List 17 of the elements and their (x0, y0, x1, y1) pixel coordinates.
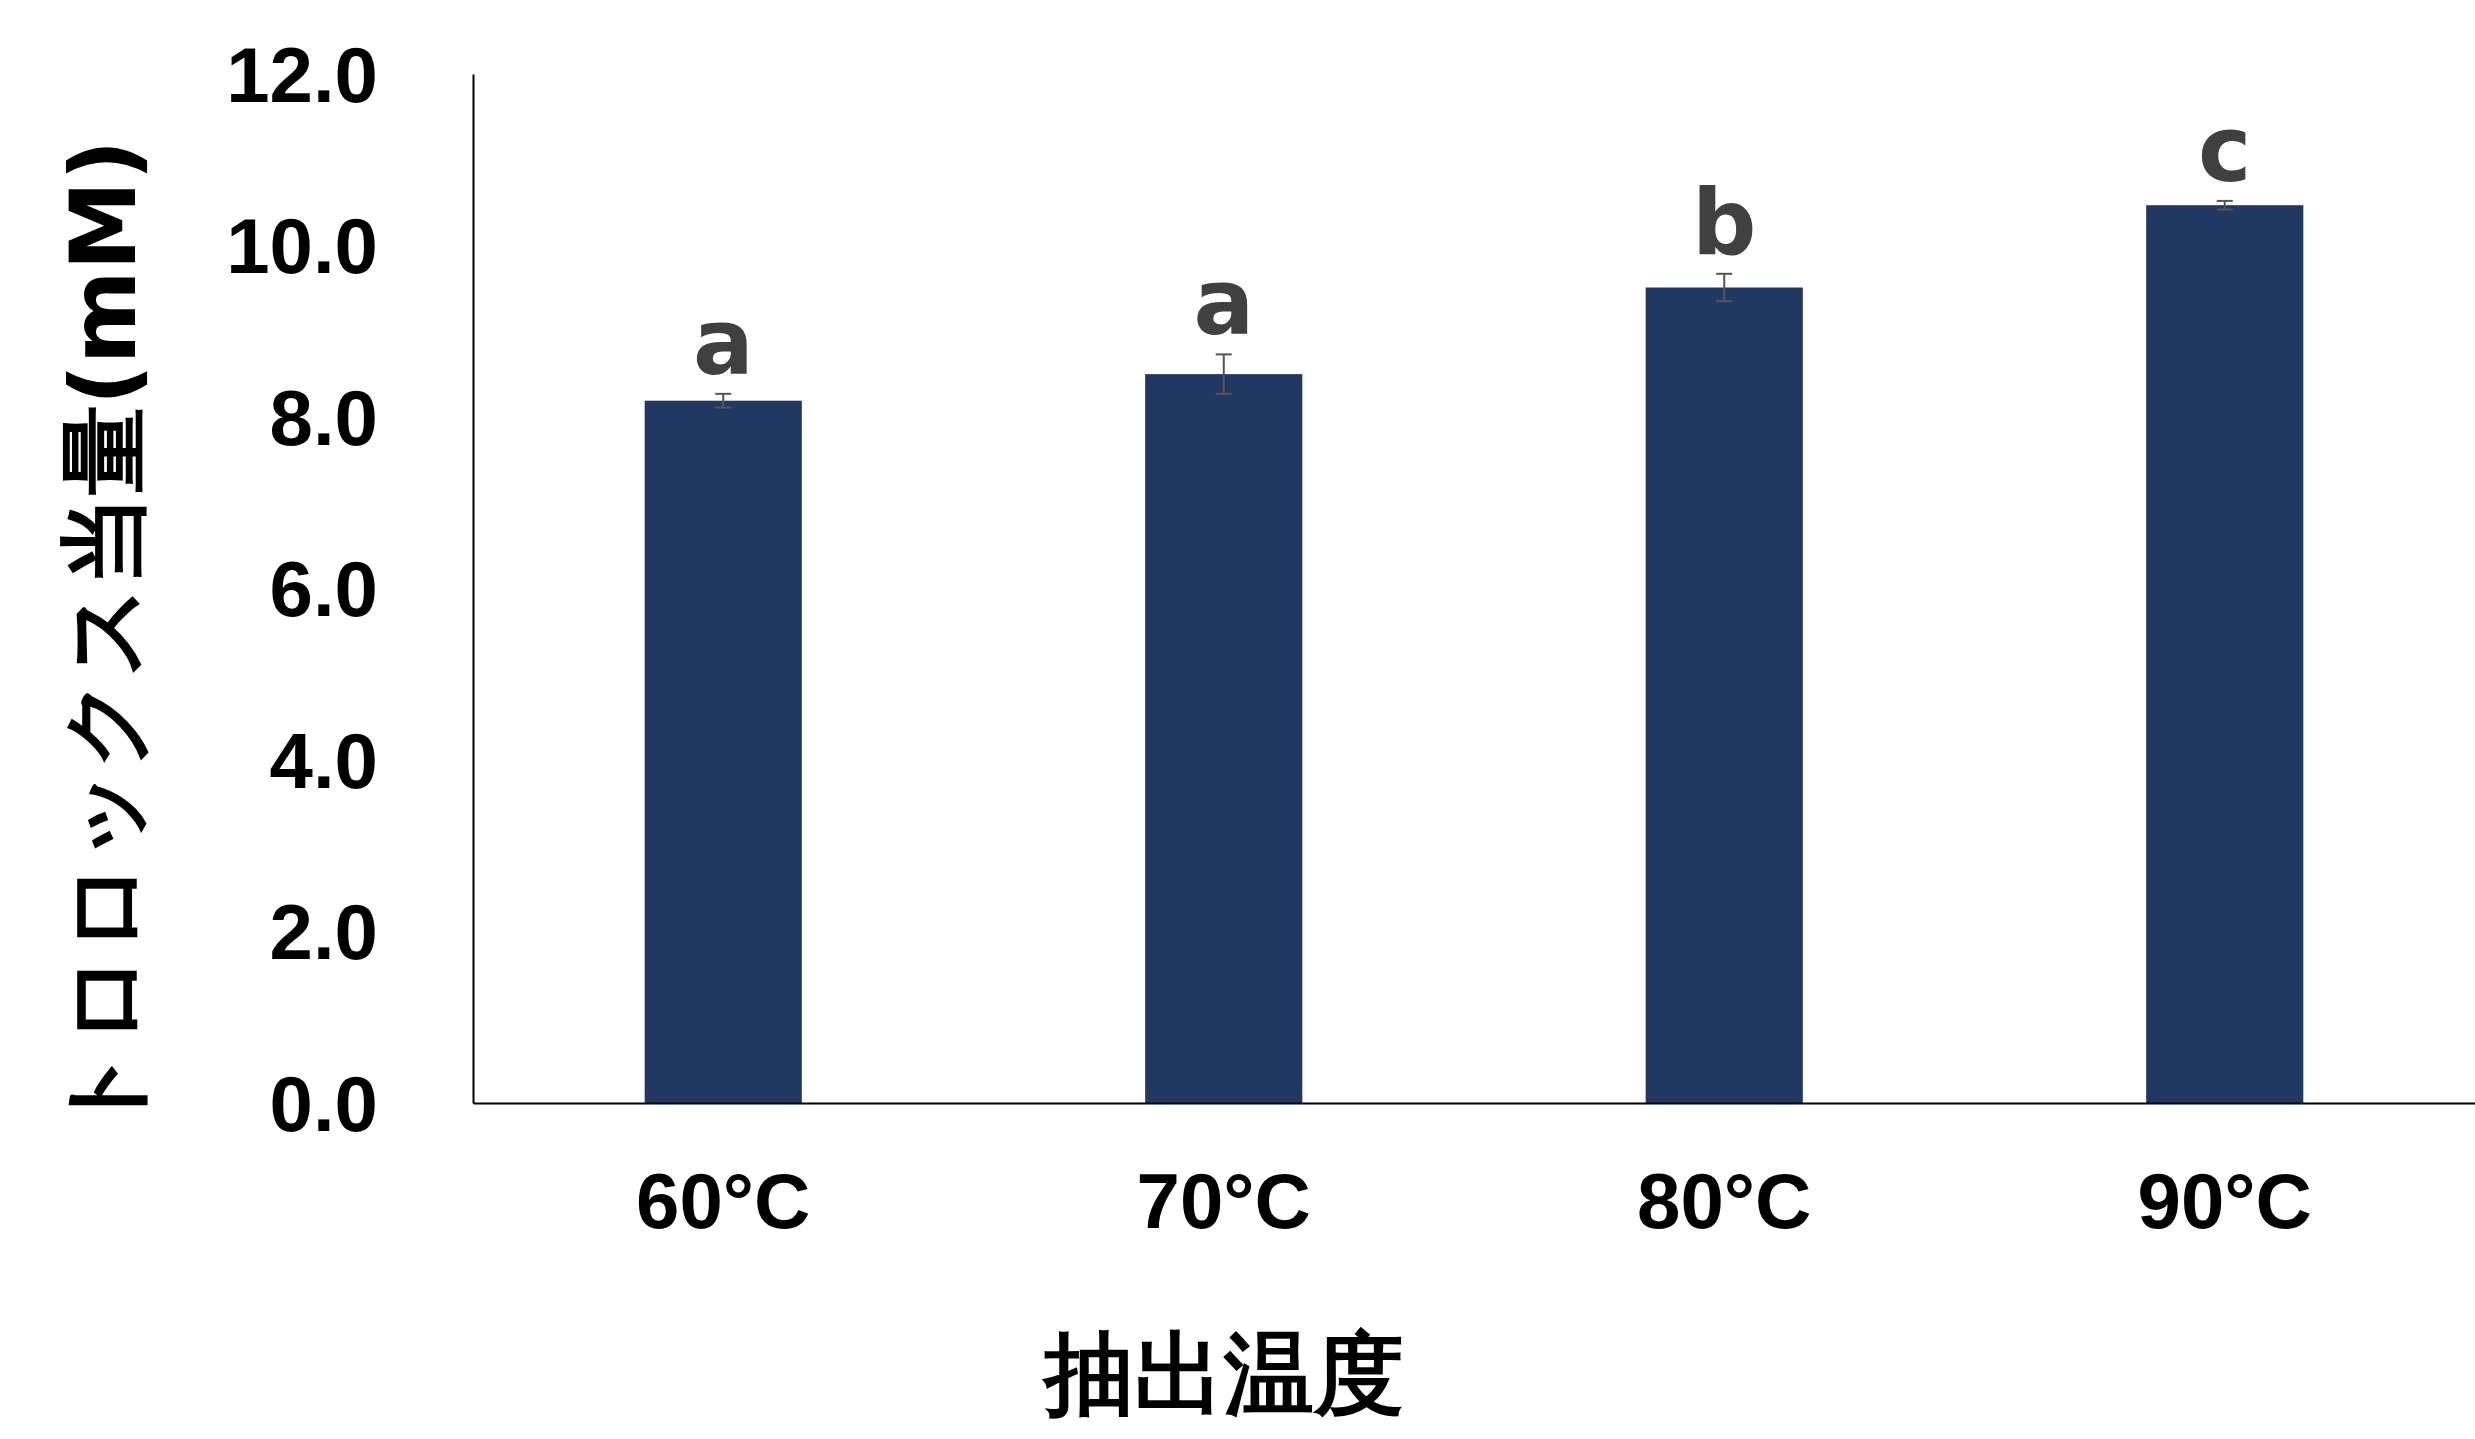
annotation: a (1193, 250, 1255, 356)
y-tick-label: 10.0 (226, 202, 378, 291)
x-tick-label: 80°C (1637, 1157, 1812, 1246)
y-axis-title: トロロックス当量(mM) (51, 139, 156, 1138)
y-tick-label: 2.0 (269, 888, 378, 977)
x-tick-label: 70°C (1136, 1157, 1311, 1246)
x-tick-label: 90°C (2137, 1157, 2312, 1246)
x-axis-title: 抽出温度 (1041, 1321, 1404, 1426)
annotation: c (2198, 96, 2252, 202)
annotation: b (1692, 169, 1757, 275)
y-tick-label: 4.0 (269, 716, 378, 805)
y-tick-label: 12.0 (226, 30, 378, 119)
y-tick-label: 0.0 (269, 1059, 378, 1148)
y-tick-label: 6.0 (269, 545, 378, 634)
y-tick-label: 8.0 (269, 373, 378, 462)
annotation: a (692, 289, 754, 395)
x-tick-label: 60°C (636, 1157, 811, 1246)
